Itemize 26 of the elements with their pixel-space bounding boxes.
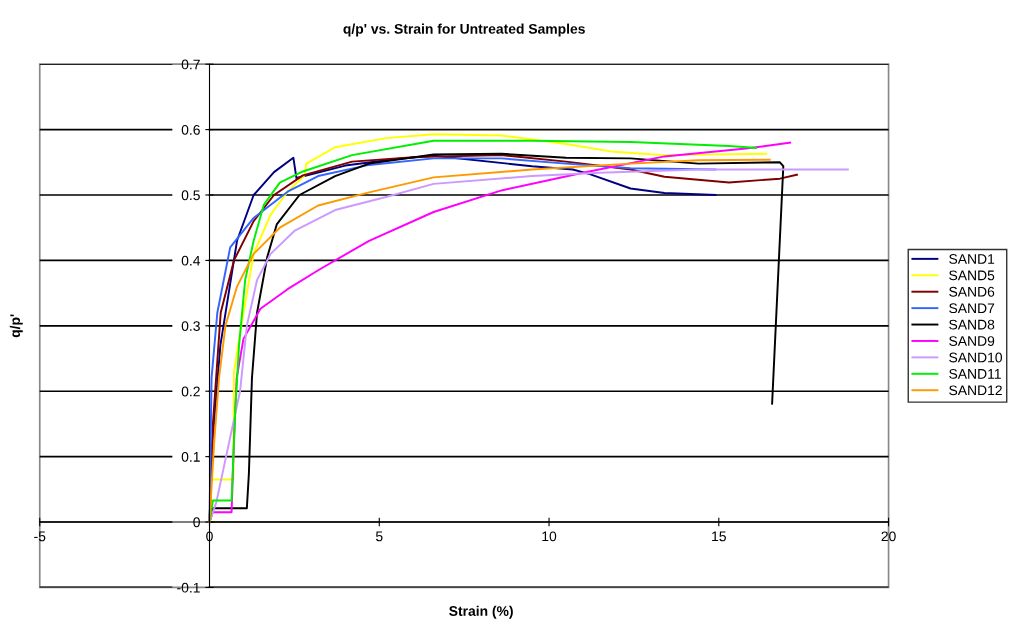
legend-label: SAND6 bbox=[949, 286, 995, 297]
y-tick-label: 0.3 bbox=[181, 321, 200, 331]
legend-label: SAND5 bbox=[949, 270, 995, 281]
x-tick-label: -5 bbox=[34, 531, 46, 542]
legend-label: SAND11 bbox=[949, 368, 1001, 379]
legend-label: SAND1 bbox=[949, 254, 995, 264]
legend-label: SAND12 bbox=[949, 385, 1002, 396]
y-tick-label: 0.4 bbox=[181, 255, 201, 266]
x-tick-label: 5 bbox=[375, 531, 383, 542]
y-tick-label: 0 bbox=[193, 517, 200, 528]
x-axis-title: Strain (%) bbox=[449, 605, 513, 619]
chart-title: q/p' vs. Strain for Untreated Samples bbox=[343, 23, 585, 37]
y-tick-label: 0.7 bbox=[181, 59, 200, 70]
y-tick-label: 0.1 bbox=[181, 451, 200, 462]
y-tick-label: 0.6 bbox=[181, 124, 200, 135]
y-tick-label: 0.5 bbox=[181, 190, 200, 201]
x-tick-label: 20 bbox=[881, 531, 896, 542]
legend-label: SAND9 bbox=[949, 336, 995, 346]
y-tick-label: -0.1 bbox=[177, 582, 200, 593]
x-tick-label: 10 bbox=[542, 531, 557, 542]
y-axis-title: q/p' bbox=[9, 314, 23, 338]
x-tick-label: 15 bbox=[712, 531, 726, 542]
legend-label: SAND7 bbox=[949, 303, 995, 314]
y-tick-label: 0.2 bbox=[181, 386, 200, 397]
legend-label: SAND10 bbox=[949, 352, 1003, 363]
legend-label: SAND8 bbox=[949, 319, 995, 330]
